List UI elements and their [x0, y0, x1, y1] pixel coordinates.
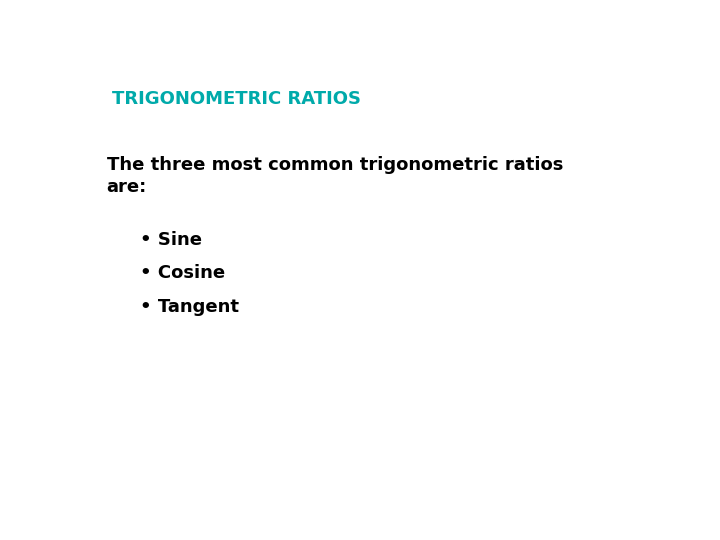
Text: • Sine: • Sine	[140, 231, 202, 249]
Text: • Tangent: • Tangent	[140, 298, 239, 316]
Text: TRIGONOMETRIC RATIOS: TRIGONOMETRIC RATIOS	[112, 90, 361, 108]
Text: The three most common trigonometric ratios
are:: The three most common trigonometric rati…	[107, 156, 563, 197]
Text: • Cosine: • Cosine	[140, 265, 225, 282]
